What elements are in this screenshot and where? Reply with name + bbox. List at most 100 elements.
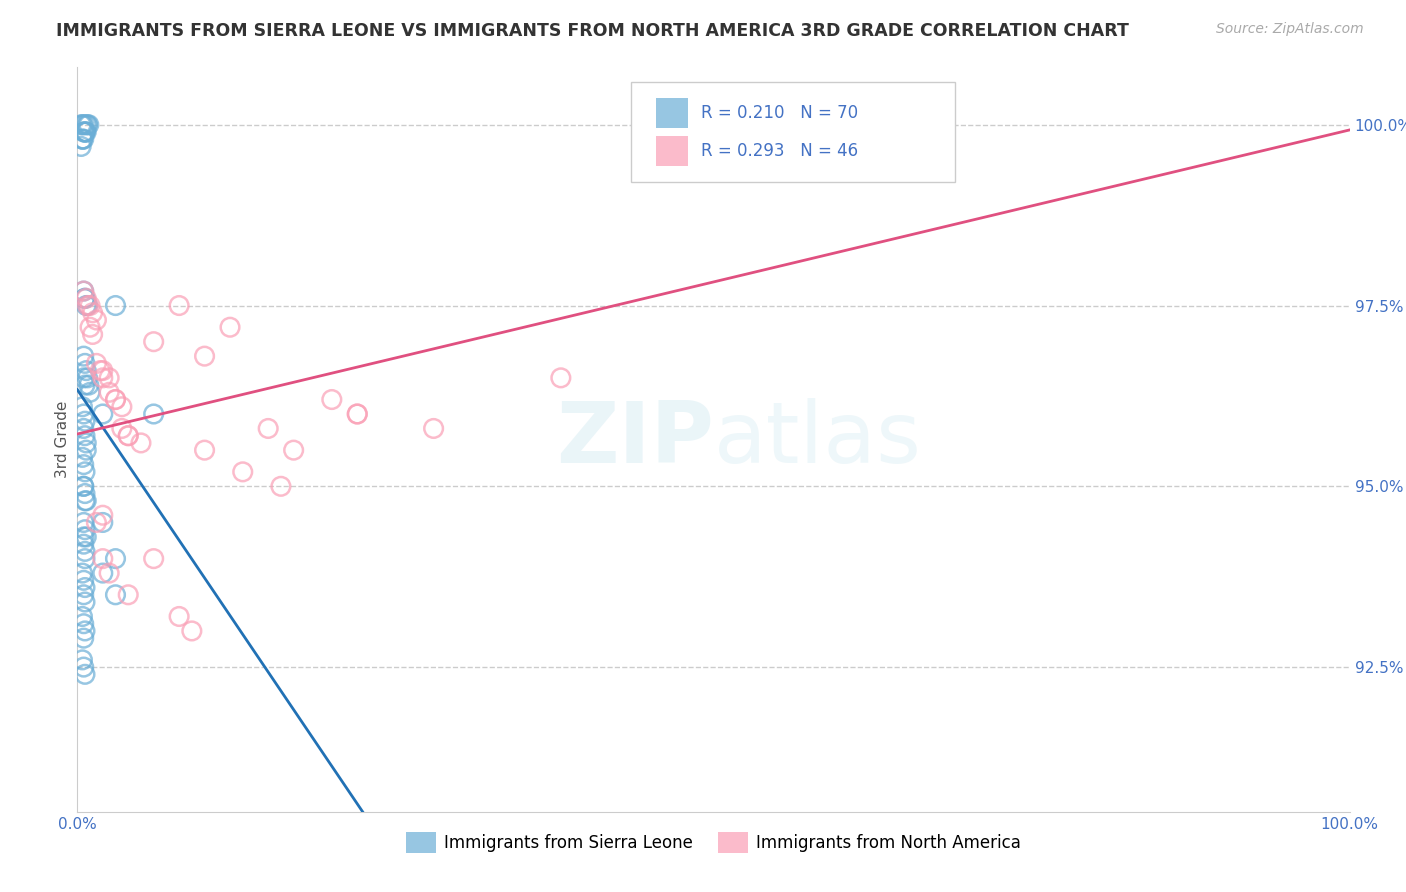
Point xyxy=(89,363,111,377)
Point xyxy=(73,414,96,428)
Point xyxy=(79,320,101,334)
Point xyxy=(72,653,94,667)
Point xyxy=(75,493,97,508)
Point xyxy=(73,595,96,609)
Point xyxy=(73,284,96,298)
Point xyxy=(73,458,96,472)
Point xyxy=(73,516,96,530)
Point xyxy=(79,299,101,313)
Point xyxy=(75,530,97,544)
Point xyxy=(73,407,96,421)
Point xyxy=(73,486,96,500)
Point xyxy=(346,407,368,421)
Point xyxy=(82,306,104,320)
Point xyxy=(167,609,190,624)
Point xyxy=(70,118,93,132)
Point xyxy=(91,371,114,385)
Point xyxy=(73,465,96,479)
Text: atlas: atlas xyxy=(714,398,921,481)
Point xyxy=(72,400,94,414)
Y-axis label: 3rd Grade: 3rd Grade xyxy=(55,401,70,478)
Point xyxy=(73,125,96,139)
Point xyxy=(72,609,94,624)
Point xyxy=(104,551,127,566)
Point xyxy=(73,588,96,602)
Point xyxy=(111,421,134,435)
Point xyxy=(142,407,165,421)
Point xyxy=(117,428,139,442)
Point xyxy=(73,291,96,305)
Point xyxy=(86,516,108,530)
Point xyxy=(830,132,852,146)
Point xyxy=(422,421,444,435)
Point xyxy=(73,356,96,370)
Point xyxy=(194,349,217,363)
Point xyxy=(321,392,343,407)
Point xyxy=(73,581,96,595)
Point xyxy=(73,616,96,631)
Text: Source: ZipAtlas.com: Source: ZipAtlas.com xyxy=(1216,22,1364,37)
Point xyxy=(232,465,254,479)
Point xyxy=(73,624,96,638)
Point xyxy=(219,320,242,334)
Point xyxy=(142,551,165,566)
Point xyxy=(194,443,217,458)
Point xyxy=(73,132,96,146)
Point xyxy=(82,327,104,342)
Point xyxy=(73,544,96,558)
Point xyxy=(73,530,96,544)
Point xyxy=(72,566,94,580)
Point xyxy=(73,291,96,305)
FancyBboxPatch shape xyxy=(657,136,688,166)
Point xyxy=(117,588,139,602)
Point xyxy=(73,479,96,493)
Point xyxy=(73,551,96,566)
Point xyxy=(73,125,96,139)
Point xyxy=(73,125,96,139)
Point xyxy=(550,371,572,385)
Point xyxy=(73,378,96,392)
Point xyxy=(91,516,114,530)
Point xyxy=(72,132,94,146)
Point xyxy=(73,537,96,551)
Point xyxy=(70,139,93,153)
Point xyxy=(73,349,96,363)
Point xyxy=(91,363,114,377)
Point xyxy=(91,407,114,421)
Point xyxy=(98,385,121,400)
Point xyxy=(76,299,98,313)
Point xyxy=(73,125,96,139)
Point xyxy=(76,371,98,385)
Point xyxy=(77,378,100,392)
Point xyxy=(72,450,94,465)
FancyBboxPatch shape xyxy=(631,82,955,182)
Point xyxy=(76,118,98,132)
Point xyxy=(104,392,127,407)
FancyBboxPatch shape xyxy=(657,98,688,128)
Point xyxy=(283,443,305,458)
Point xyxy=(86,356,108,370)
Point xyxy=(104,299,127,313)
Point xyxy=(117,428,139,442)
Point xyxy=(75,291,97,305)
Point xyxy=(257,421,280,435)
Text: R = 0.293   N = 46: R = 0.293 N = 46 xyxy=(700,142,858,160)
Point xyxy=(86,313,108,327)
Text: ZIP: ZIP xyxy=(555,398,714,481)
Point xyxy=(91,566,114,580)
Point xyxy=(104,588,127,602)
Point xyxy=(98,371,121,385)
Point xyxy=(79,385,101,400)
Point xyxy=(73,523,96,537)
Point xyxy=(73,284,96,298)
Point xyxy=(91,508,114,523)
Point xyxy=(75,125,97,139)
Point xyxy=(73,574,96,588)
Point xyxy=(73,493,96,508)
Point xyxy=(75,443,97,458)
Point xyxy=(73,428,96,442)
Point xyxy=(73,479,96,493)
Point xyxy=(73,667,96,681)
Point xyxy=(180,624,202,638)
Point xyxy=(270,479,292,493)
